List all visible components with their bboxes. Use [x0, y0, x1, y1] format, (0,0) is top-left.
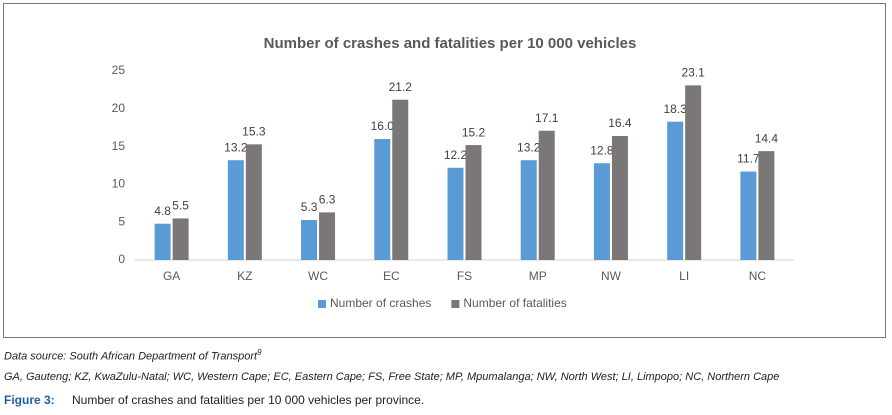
value-label: 15.2	[462, 125, 486, 139]
value-label: 21.2	[389, 80, 413, 94]
source-note: Data source: South African Department of…	[4, 348, 262, 363]
bar	[301, 219, 318, 260]
bar	[685, 85, 702, 260]
x-tick-label: GA	[163, 269, 180, 283]
abbreviations: GA, Gauteng; KZ, KwaZulu-Natal; WC, West…	[4, 371, 780, 383]
x-tick-label: NC	[749, 269, 767, 283]
value-label: 23.1	[681, 66, 705, 80]
value-label: 13.2	[224, 140, 248, 154]
bar	[172, 218, 189, 260]
value-label: 6.3	[319, 193, 336, 207]
figure-label: Figure 3:	[4, 393, 55, 407]
legend-label: Number of fatalities	[463, 296, 566, 310]
value-label: 16.0	[371, 119, 395, 133]
bar	[154, 223, 171, 260]
y-tick-label: 20	[112, 101, 126, 115]
bar	[520, 160, 537, 260]
x-tick-label: NW	[601, 269, 622, 283]
value-label: 11.7	[737, 152, 760, 166]
y-tick-label: 10	[112, 177, 126, 191]
x-tick-label: LI	[679, 269, 689, 283]
x-tick-label: KZ	[237, 269, 252, 283]
value-label: 12.2	[444, 148, 468, 162]
chart-title: Number of crashes and fatalities per 10 …	[264, 35, 637, 52]
value-label: 12.8	[590, 143, 614, 157]
bar	[227, 160, 244, 260]
bar	[758, 151, 775, 260]
value-label: 15.3	[242, 125, 266, 139]
value-label: 4.8	[154, 204, 171, 218]
chart-frame	[3, 3, 886, 338]
bar	[740, 171, 757, 260]
value-label: 18.3	[663, 102, 687, 116]
source-ref: 9	[257, 348, 262, 357]
x-tick-label: FS	[457, 269, 472, 283]
value-label: 13.2	[517, 140, 541, 154]
bar	[447, 167, 464, 260]
legend-swatch	[451, 300, 460, 308]
x-tick-label: EC	[383, 269, 400, 283]
chart: Number of crashes and fatalities per 10 …	[3, 3, 886, 338]
bar	[392, 99, 409, 260]
bar	[593, 163, 610, 260]
value-label: 16.4	[608, 116, 632, 130]
y-tick-label: 15	[112, 139, 126, 153]
bar	[611, 136, 628, 260]
y-tick-label: 5	[118, 214, 125, 228]
caption-text: Number of crashes and fatalities per 10 …	[72, 393, 425, 407]
bar	[667, 121, 684, 260]
x-tick-label: WC	[308, 269, 328, 283]
legend-label: Number of crashes	[330, 296, 431, 310]
y-tick-label: 25	[112, 63, 126, 77]
value-label: 5.5	[172, 199, 189, 213]
legend-swatch	[318, 300, 326, 308]
source-text: Data source: South African Department of…	[4, 350, 258, 363]
value-label: 5.3	[301, 200, 318, 214]
value-label: 17.1	[535, 111, 559, 125]
bar	[319, 212, 336, 260]
bar	[374, 139, 391, 260]
bar	[465, 145, 482, 260]
bar	[538, 130, 555, 260]
bar	[245, 144, 262, 260]
caption: Figure 3: Number of crashes and fatalitie…	[4, 393, 424, 407]
y-tick-label: 0	[118, 252, 125, 266]
x-tick-label: MP	[529, 269, 547, 283]
value-label: 14.4	[755, 131, 779, 145]
